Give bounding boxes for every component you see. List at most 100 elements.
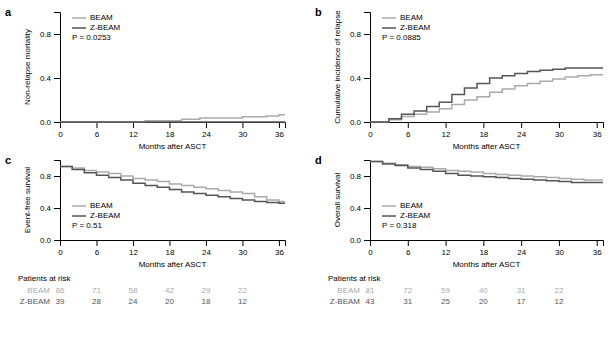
tick: 18 [479, 122, 488, 139]
risk-count: 81 [366, 286, 375, 295]
y-axis: 0.0 0.4 0.8 [350, 13, 371, 128]
tick: 24 [202, 122, 211, 139]
annotation: P = 0.0253 [72, 33, 111, 42]
tick: 12 [442, 240, 451, 257]
tick-label: 12 [442, 248, 451, 257]
x-axis: 061218243036 [368, 240, 603, 257]
tick-mark [54, 78, 60, 79]
tick-label: 24 [202, 248, 211, 257]
tick-mark [364, 34, 370, 35]
tick-mark [169, 122, 170, 128]
risk-count: 20 [165, 297, 174, 306]
tick-label: 0.0 [350, 118, 362, 127]
tick-mark [483, 240, 484, 246]
tick: 0.8 [40, 30, 60, 39]
tick-label: 0.8 [40, 30, 52, 39]
tick-label: 0.0 [40, 118, 52, 127]
tick: 0.8 [350, 30, 370, 39]
tick-mark [206, 122, 207, 128]
tick-label: 30 [238, 248, 247, 257]
tick-mark [96, 122, 97, 128]
legend-swatch [382, 17, 396, 19]
tick-mark [364, 78, 370, 79]
legend: BEAMZ-BEAM [72, 13, 121, 32]
tick-label: 18 [166, 130, 175, 139]
tick-label: 6 [95, 130, 100, 139]
plot-area [60, 166, 285, 203]
y-axis: 0.00.40.8 [40, 161, 61, 246]
tick-mark [521, 240, 522, 246]
tick: 30 [555, 240, 564, 257]
annotation: P = 0.0885 [382, 33, 421, 42]
step-line [60, 166, 285, 203]
tick: 24 [517, 240, 526, 257]
tick: 0 [58, 122, 63, 139]
tick: 6 [95, 240, 100, 257]
risk-count: 25 [441, 297, 450, 306]
tick-mark [54, 122, 60, 123]
tick: 0.0 [40, 236, 60, 245]
plot-area [60, 115, 285, 122]
tick-mark [54, 176, 60, 177]
legend-swatch [72, 17, 86, 19]
tick-label: 18 [166, 248, 175, 257]
risk-table: Patients at riskBEAM817259403122Z-BEAM43… [328, 274, 564, 306]
legend-swatch [382, 205, 396, 207]
risk-count: 31 [403, 297, 412, 306]
tick: 6 [406, 122, 411, 139]
tick: 30 [238, 122, 247, 139]
tick: 36 [593, 122, 602, 139]
risk-count: 40 [479, 286, 488, 295]
panel: 0612182430360.00.40.8cMonths after ASCTE… [5, 154, 286, 306]
risk-count: 24 [129, 297, 138, 306]
tick-label: 6 [95, 248, 100, 257]
risk-count: 12 [554, 297, 563, 306]
tick-mark [54, 34, 60, 35]
tick: 0.8 [40, 172, 60, 181]
risk-row-label: BEAM [27, 286, 50, 295]
legend-swatch [72, 205, 86, 207]
panel: 0612182430360.00.40.8dMonths after ASCTO… [315, 154, 604, 306]
risk-count: 22 [554, 286, 563, 295]
tick-label: 30 [555, 248, 564, 257]
tick-mark [96, 240, 97, 246]
tick-label: 0.4 [350, 74, 362, 83]
tick: 12 [442, 122, 451, 139]
legend-entry: BEAM [90, 13, 113, 22]
legend-entry: Z-BEAM [90, 211, 121, 220]
risk-table: Patients at riskBEAM867158422922Z-BEAM39… [18, 274, 247, 306]
tick-label: 0.8 [40, 172, 52, 181]
annotation: P = 0.51 [72, 221, 102, 230]
tick-mark [242, 240, 243, 246]
tick: 12 [129, 122, 138, 139]
tick: 36 [593, 240, 602, 257]
risk-count: 42 [165, 286, 174, 295]
tick-mark [364, 208, 370, 209]
tick-mark [408, 122, 409, 128]
tick-label: 12 [129, 248, 138, 257]
plot-area [370, 162, 603, 183]
y-axis: 0.00.40.8 [350, 161, 371, 246]
legend: BEAMZ-BEAM [72, 201, 121, 220]
tick-label: 0 [368, 130, 373, 139]
risk-count: 71 [92, 286, 101, 295]
tick: 30 [555, 122, 564, 139]
tick: 0.0 [350, 118, 370, 127]
plot-area [370, 68, 603, 122]
tick-label: 18 [479, 248, 488, 257]
tick: 18 [166, 240, 175, 257]
risk-count: 72 [403, 286, 412, 295]
risk-count: 59 [441, 286, 450, 295]
tick: 24 [202, 240, 211, 257]
legend-swatch [382, 27, 396, 29]
legend-swatch [382, 215, 396, 217]
panel: 0612182430360.00.40.8bMonths after ASCTC… [315, 6, 604, 151]
tick-label: 24 [202, 130, 211, 139]
risk-count: 20 [479, 297, 488, 306]
tick-mark [133, 122, 134, 128]
tick: 0.4 [350, 74, 370, 83]
risk-count: 39 [56, 297, 65, 306]
tick-label: 36 [275, 248, 284, 257]
tick-label: 6 [406, 248, 411, 257]
tick-mark [54, 240, 60, 241]
